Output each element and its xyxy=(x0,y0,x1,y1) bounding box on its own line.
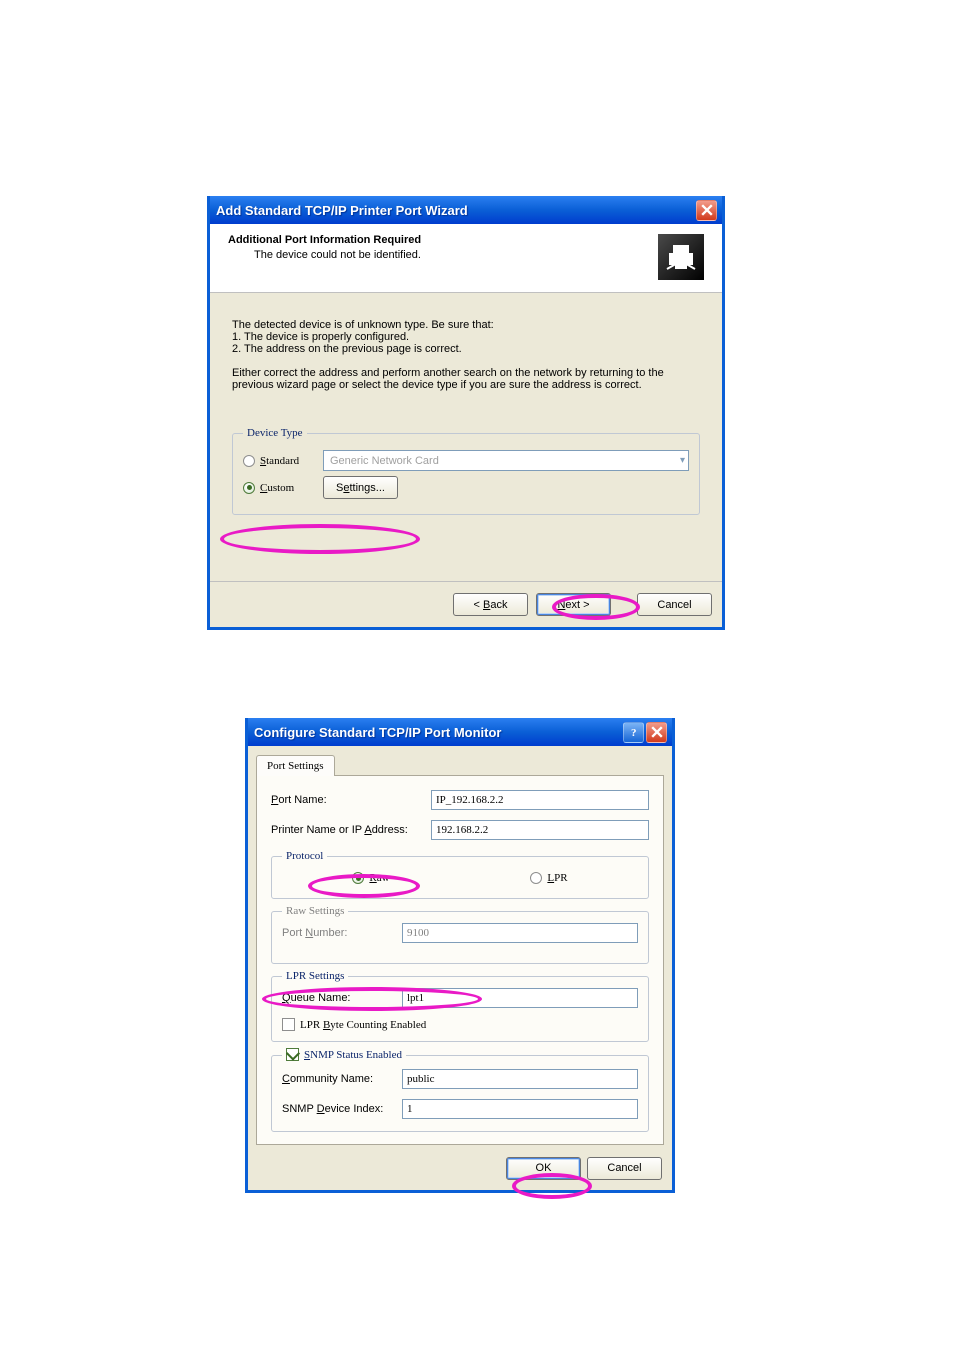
dialog-buttons: OK Cancel xyxy=(248,1145,672,1190)
dialog-body: Port Settings Port Name: Printer Name or… xyxy=(248,746,672,1190)
snmp-group: SNMP Status Enabled Community Name: SNMP… xyxy=(271,1048,649,1132)
raw-settings-legend: Raw Settings xyxy=(282,905,348,917)
snmp-index-label: SNMP Device Index: xyxy=(282,1103,402,1115)
window-title: Add Standard TCP/IP Printer Port Wizard xyxy=(216,203,694,218)
header-subtitle: The device could not be identified. xyxy=(228,249,658,261)
settings-button[interactable]: Settings... xyxy=(323,476,398,499)
community-input[interactable] xyxy=(402,1069,638,1089)
radio-icon xyxy=(530,872,542,884)
help-icon[interactable]: ? xyxy=(623,722,644,743)
titlebar[interactable]: Configure Standard TCP/IP Port Monitor ? xyxy=(248,718,672,746)
config-dialog: Configure Standard TCP/IP Port Monitor ?… xyxy=(245,718,675,1193)
radio-label: ustom xyxy=(267,482,294,494)
protocol-group: Protocol Raw LPR xyxy=(271,850,649,899)
body-line: previous wizard page or select the devic… xyxy=(232,379,700,391)
device-type-legend: Device Type xyxy=(243,427,307,439)
radio-icon xyxy=(243,482,255,494)
cancel-button[interactable]: Cancel xyxy=(587,1157,662,1180)
port-name-input[interactable] xyxy=(431,790,649,810)
radio-standard[interactable]: Standard xyxy=(243,455,313,467)
snmp-legend: SNMP Status Enabled xyxy=(282,1048,406,1063)
radio-custom[interactable]: Custom xyxy=(243,482,313,494)
queue-name-label: Queue Name: xyxy=(282,992,402,1004)
ok-button[interactable]: OK xyxy=(506,1157,581,1180)
next-button[interactable]: Next > xyxy=(536,593,611,616)
radio-raw[interactable]: Raw xyxy=(282,872,460,884)
raw-settings-group: Raw Settings Port Number: xyxy=(271,905,649,964)
protocol-legend: Protocol xyxy=(282,850,327,862)
dropdown-value: Generic Network Card xyxy=(330,455,439,467)
wizard-header: Additional Port Information Required The… xyxy=(210,224,722,293)
snmp-enabled-checkbox[interactable]: SNMP Status Enabled xyxy=(286,1048,402,1061)
port-number-input xyxy=(402,923,638,943)
tab-port-settings[interactable]: Port Settings xyxy=(256,755,335,776)
tab-strip: Port Settings xyxy=(248,746,672,775)
queue-name-input[interactable] xyxy=(402,988,638,1008)
checkbox-icon xyxy=(282,1018,295,1031)
spacer xyxy=(232,355,700,367)
printer-address-input[interactable] xyxy=(431,820,649,840)
chevron-down-icon: ▾ xyxy=(680,455,685,466)
printer-icon xyxy=(658,234,704,280)
close-icon[interactable] xyxy=(646,722,667,743)
body-line: The detected device is of unknown type. … xyxy=(232,319,700,331)
radio-label: tandard xyxy=(266,455,299,467)
wizard-buttons: < Back Next > Cancel xyxy=(210,581,722,627)
lpr-settings-legend: LPR Settings xyxy=(282,970,348,982)
body-line: 1. The device is properly configured. xyxy=(232,331,700,343)
printer-address-label: Printer Name or IP Address: xyxy=(271,824,431,836)
radio-icon xyxy=(352,872,364,884)
community-label: Community Name: xyxy=(282,1073,402,1085)
lpr-settings-group: LPR Settings Queue Name: LPR Byte Counti… xyxy=(271,970,649,1042)
port-number-label: Port Number: xyxy=(282,927,402,939)
port-name-label: Port Name: xyxy=(271,794,431,806)
device-type-group: Device Type Standard Generic Network Car… xyxy=(232,427,700,515)
lpr-byte-checkbox[interactable]: LPR Byte Counting Enabled xyxy=(282,1018,638,1031)
body-line: Either correct the address and perform a… xyxy=(232,367,700,379)
tab-page: Port Name: Printer Name or IP Address: P… xyxy=(256,775,664,1145)
titlebar[interactable]: Add Standard TCP/IP Printer Port Wizard xyxy=(210,196,722,224)
svg-text:?: ? xyxy=(631,727,637,738)
radio-icon xyxy=(243,455,255,467)
radio-lpr[interactable]: LPR xyxy=(460,872,638,884)
header-title: Additional Port Information Required xyxy=(228,234,658,246)
window-title: Configure Standard TCP/IP Port Monitor xyxy=(254,725,621,740)
back-button[interactable]: < Back xyxy=(453,593,528,616)
body-line: 2. The address on the previous page is c… xyxy=(232,343,700,355)
checkbox-icon xyxy=(286,1048,299,1061)
close-icon[interactable] xyxy=(696,200,717,221)
dialog-body: Additional Port Information Required The… xyxy=(210,224,722,627)
wizard-dialog: Add Standard TCP/IP Printer Port Wizard … xyxy=(207,196,725,630)
cancel-button[interactable]: Cancel xyxy=(637,593,712,616)
snmp-index-input[interactable] xyxy=(402,1099,638,1119)
standard-dropdown[interactable]: Generic Network Card ▾ xyxy=(323,450,689,471)
